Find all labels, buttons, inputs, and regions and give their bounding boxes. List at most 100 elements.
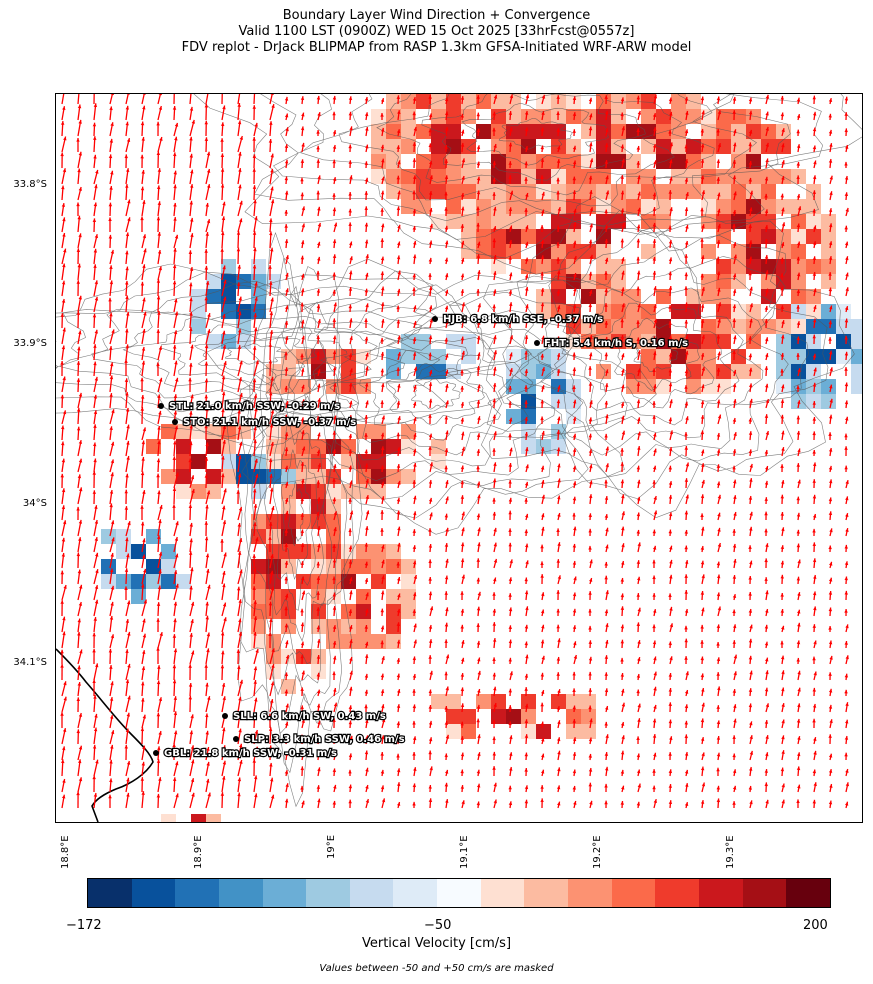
wind-vector-head [525,606,529,611]
wind-vector-head [668,368,672,373]
wind-vector-head [604,288,608,293]
wind-vector-head [268,139,273,143]
wind-vector-head [237,409,241,414]
wind-vector-head [733,704,737,709]
wind-vector-head [508,175,512,179]
wind-vector-head [364,463,369,468]
wind-vector-head [749,318,753,323]
wind-vector-head [444,207,448,211]
wind-vector-head [189,200,193,205]
wind-vector-head [301,800,305,805]
map-panel[interactable]: HJB: 6.8 km/h SSE, -0.37 m/s FHT: 5.4 km… [55,93,863,823]
wind-vector-head [796,223,801,228]
wind-vector-head [236,490,240,494]
wind-vector-head [444,465,448,470]
velocity-cell [506,709,521,724]
wind-vector-head [524,590,529,595]
wind-vector-head [588,271,593,276]
wind-vector-head [605,544,609,549]
wind-vector-head [604,655,609,659]
wind-vector-head [189,424,193,429]
wind-vector-head [270,554,274,558]
velocity-cell [176,469,191,484]
wind-vector-head [156,680,161,685]
wind-vector-head [508,111,513,115]
wind-vector-head [269,423,274,428]
wind-vector-head [508,625,512,629]
wind-vector-head [269,121,273,125]
velocity-cell [836,334,851,349]
wind-vector-head [492,111,496,116]
wind-vector-head [381,575,385,580]
wind-vector-head [206,632,211,637]
wind-vector-head [349,577,353,582]
wind-vector-head [381,127,385,132]
wind-vector-head [236,586,241,591]
wind-vector-head [588,545,592,550]
velocity-cell [686,139,701,154]
wind-vector-head [316,304,321,309]
wind-vector-head [284,367,289,371]
wind-vector-head [493,366,497,371]
wind-vector-head [748,703,753,708]
wind-vector-head [428,689,432,694]
wind-vector-head [412,209,417,213]
wind-vector-head [572,416,577,421]
velocity-cell [731,304,746,319]
wind-vector-head [604,257,609,262]
wind-vector-head [765,399,770,404]
wind-vector-head [141,440,145,445]
wind-vector-head [716,159,721,164]
wind-vector-head [349,241,353,246]
wind-vector-head [189,327,193,331]
wind-vector-head [175,521,179,526]
velocity-cell [506,409,521,424]
lon-label-19-2: 19.2°E [592,835,603,869]
wind-vector-head [748,110,753,115]
wind-vector-head [444,706,448,710]
wind-vector-head [476,801,480,806]
velocity-cell [281,454,296,469]
wind-vector-head [700,656,704,661]
wind-vector-head [189,538,193,543]
wind-vector [141,94,145,105]
wind-vector [157,94,162,105]
velocity-cell [701,154,716,169]
wind-vector-head [301,752,305,756]
wind-vector-head [284,159,289,164]
wind-vector-head [109,426,113,430]
wind-vector-head [540,561,544,565]
wind-vector-head [239,360,243,365]
wind-vector-head [317,206,321,211]
velocity-cell [251,484,266,499]
wind-vector-head [492,478,497,483]
wind-vector-head [349,336,353,341]
wind-vector-head [94,520,99,524]
wind-vector-head [557,478,561,483]
velocity-cell [116,574,131,589]
wind-vector-head [62,263,66,268]
velocity-cell [341,604,356,619]
wind-vector-head [207,696,211,700]
wind-vector-head [668,481,673,485]
wind-vector-head [461,446,465,451]
velocity-cell [761,184,776,199]
wind-vector-head [621,368,625,373]
wind-vector-head [684,272,688,277]
wind-vector-head [509,352,513,357]
wind-vector-head [271,104,275,108]
wind-vector-head [158,697,163,702]
wind-vector-head [717,686,721,691]
wind-vector-head [110,472,114,477]
wind-vector-head [349,625,353,629]
wind-vector-head [237,665,241,670]
velocity-cell [356,559,371,574]
wind-vector-head [557,305,561,310]
wind-vector-head [604,128,609,132]
wind-vector-head [60,152,64,157]
wind-vector-head [238,728,242,733]
wind-vector-head [492,672,496,677]
velocity-cell [161,544,176,559]
wind-vector-head [796,129,800,134]
wind-vector-head [158,777,162,781]
